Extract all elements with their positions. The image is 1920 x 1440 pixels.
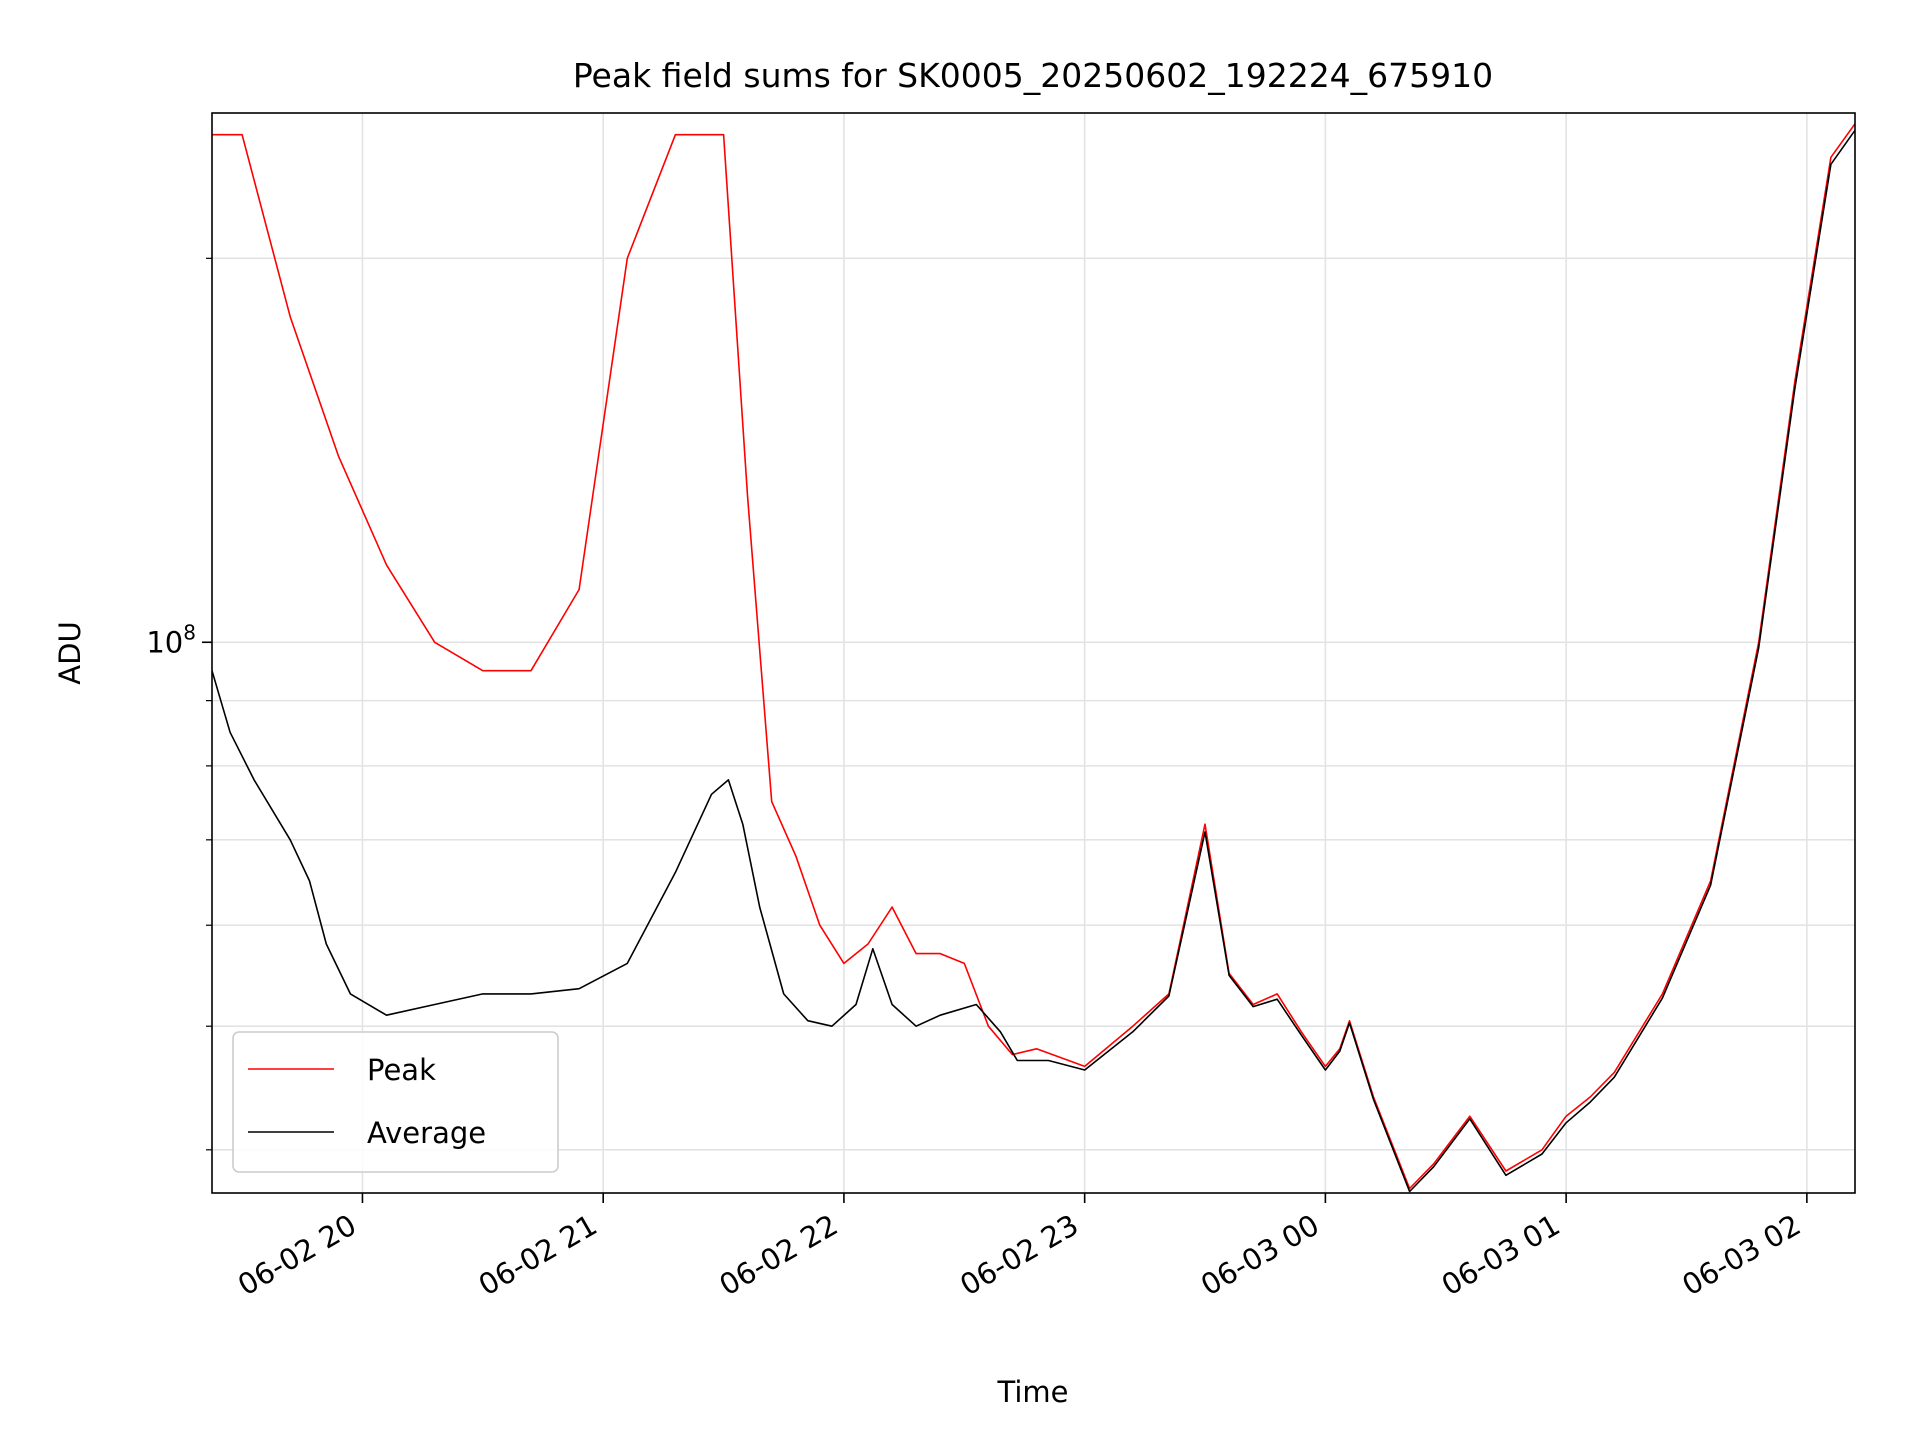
- legend: Peak Average: [232, 1031, 559, 1173]
- y-axis: 108: [146, 257, 212, 1151]
- legend-box: [232, 1031, 559, 1173]
- y-tick-label: 108: [146, 620, 196, 659]
- legend-peak-label: Peak: [367, 1053, 436, 1087]
- grid: [212, 113, 1855, 1193]
- plot-frame: [211, 112, 1856, 1194]
- series-line-average: [212, 129, 1855, 1193]
- x-axis-label: Time: [997, 1375, 1069, 1409]
- y-axis-label: ADU: [53, 621, 87, 684]
- legend-average-label: Average: [367, 1116, 486, 1150]
- series-layer: [212, 123, 1855, 1193]
- chart-title: Peak field sums for SK0005_20250602_1922…: [573, 56, 1493, 95]
- series-line-peak: [212, 123, 1855, 1190]
